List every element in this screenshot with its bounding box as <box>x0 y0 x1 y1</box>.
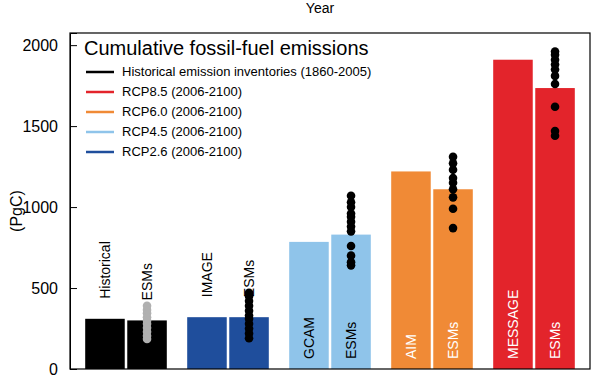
dot <box>551 102 560 111</box>
bar-label: IMAGE <box>199 252 215 297</box>
tick: 500 <box>31 280 77 297</box>
bar-label: MESSAGE <box>505 290 521 359</box>
dot <box>347 251 356 260</box>
legend: Historical emission inventories (1860-20… <box>86 64 371 159</box>
bar-label: ESMs <box>343 322 359 359</box>
legend-label: RCP4.5 (2006-2100) <box>122 124 242 139</box>
bar-label: ESMs <box>445 322 461 359</box>
dot <box>143 302 152 311</box>
tick-label: 1000 <box>22 199 58 216</box>
legend-label: Historical emission inventories (1860-20… <box>122 64 371 79</box>
dot <box>449 224 458 233</box>
legend-swatch <box>86 91 114 94</box>
dot <box>449 204 458 213</box>
dot <box>347 191 356 200</box>
bar <box>229 317 269 369</box>
dot <box>551 127 560 136</box>
tick-mark <box>70 207 77 208</box>
bar-label: ESMs <box>241 260 257 297</box>
bar <box>187 317 227 369</box>
title: Cumulative fossil-fuel emissions <box>84 37 369 59</box>
dot <box>551 47 560 56</box>
dot <box>347 242 356 251</box>
tick-label: 1500 <box>22 118 58 135</box>
legend-swatch <box>86 131 114 134</box>
tick-label: 500 <box>31 280 58 297</box>
legend-swatch <box>86 111 114 114</box>
dot <box>449 153 458 162</box>
bar <box>493 60 533 369</box>
dot <box>551 80 560 89</box>
axis-line <box>71 34 78 370</box>
tick-mark <box>70 126 77 127</box>
bar-label: GCAM <box>301 317 317 359</box>
tick: 0 <box>49 361 77 378</box>
bar-label: ESMs <box>547 322 563 359</box>
bar <box>391 171 431 369</box>
bar-label: ESMs <box>139 263 155 300</box>
bar-label: Historical <box>97 241 113 299</box>
bar <box>85 319 125 369</box>
tick-mark <box>70 369 77 370</box>
bar-label: AIM <box>403 334 419 359</box>
dot <box>449 193 458 202</box>
tick: 2000 <box>22 37 77 54</box>
bar <box>331 235 371 369</box>
bar <box>433 189 473 369</box>
dot <box>449 174 458 183</box>
tick-mark <box>70 45 77 46</box>
plot-area <box>85 47 575 369</box>
chart: Year Historical ESMs MESSAGE ESMs AIM ESMs GCAM… <box>0 0 591 385</box>
tick: 1500 <box>22 118 77 135</box>
tick-mark <box>70 288 77 289</box>
legend-swatch <box>86 71 114 74</box>
tick-label: 0 <box>49 361 58 378</box>
legend-label: RCP2.6 (2006-2100) <box>122 144 242 159</box>
tick-label: 2000 <box>22 37 58 54</box>
axis-title: (PgC) <box>8 190 25 232</box>
annotation: Year <box>306 0 335 16</box>
legend-label: RCP8.5 (2006-2100) <box>122 84 242 99</box>
bar <box>535 88 575 369</box>
legend-swatch <box>86 151 114 154</box>
tick: 1000 <box>22 199 77 216</box>
legend-label: RCP6.0 (2006-2100) <box>122 104 242 119</box>
y-axis: 0 500 1000 1500 2000 <box>22 34 77 378</box>
bar <box>289 242 329 369</box>
frame <box>70 33 590 369</box>
